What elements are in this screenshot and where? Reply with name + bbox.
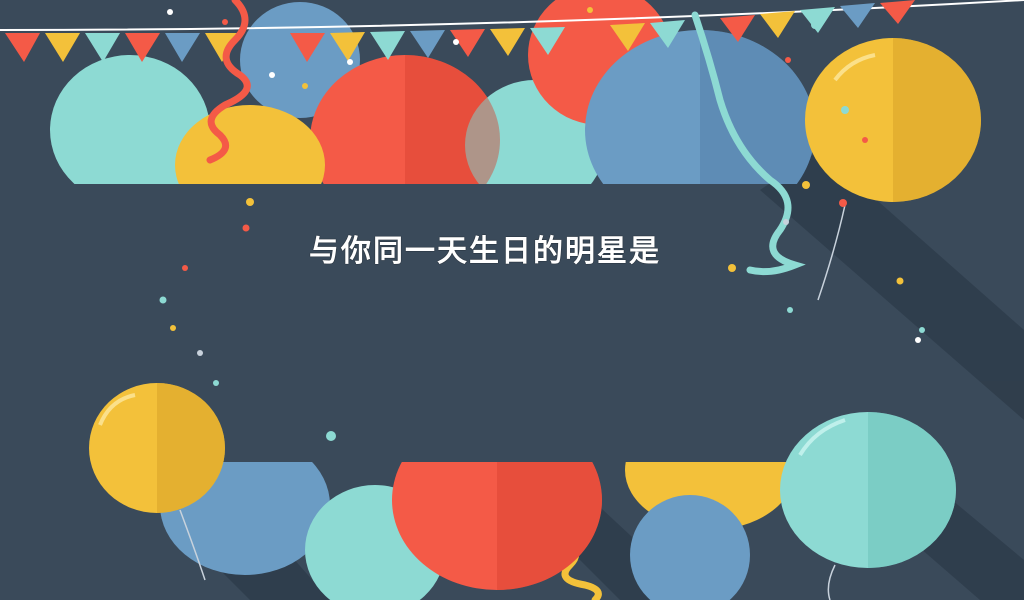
confetti [159,7,925,441]
banner-title: 与你同一天生日的明星是 [309,234,661,269]
balloon-red [392,462,602,590]
right-yellow-balloon [805,38,981,301]
balloon-teal [50,55,210,184]
right-teal-balloon [780,412,956,600]
balloon-blue [630,495,750,600]
left-yellow-balloon [89,383,225,581]
bunting-flags [0,0,1024,62]
bottom-balloon-group [160,462,795,600]
balloon-red [310,55,500,184]
balloon-blue [585,30,815,184]
